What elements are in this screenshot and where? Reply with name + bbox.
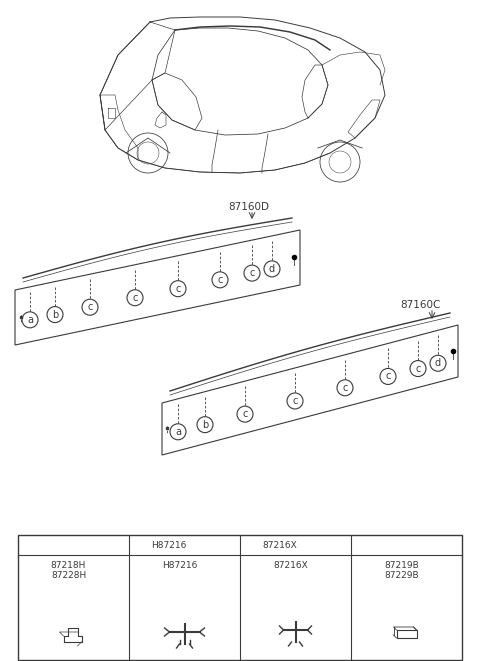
Circle shape [430, 355, 446, 371]
Polygon shape [162, 325, 458, 455]
Text: 87160D: 87160D [228, 202, 269, 212]
Circle shape [212, 272, 228, 288]
Text: a: a [27, 315, 33, 325]
Circle shape [127, 290, 143, 306]
Circle shape [380, 368, 396, 385]
Circle shape [410, 360, 426, 377]
Circle shape [243, 537, 259, 553]
Text: a: a [175, 427, 181, 437]
Text: c: c [132, 293, 138, 303]
Text: c: c [385, 371, 391, 381]
Text: c: c [242, 409, 248, 419]
Text: 87228H: 87228H [51, 570, 86, 580]
Text: 87219B: 87219B [384, 561, 419, 570]
Circle shape [197, 416, 213, 433]
Circle shape [170, 424, 186, 440]
Circle shape [264, 261, 280, 277]
Circle shape [337, 380, 353, 396]
Text: a: a [26, 540, 32, 550]
Circle shape [287, 393, 303, 409]
Text: c: c [249, 268, 255, 278]
Text: b: b [202, 420, 208, 430]
Circle shape [22, 312, 38, 328]
Text: d: d [359, 540, 365, 550]
Circle shape [244, 265, 260, 281]
Circle shape [47, 307, 63, 323]
Circle shape [170, 281, 186, 297]
Text: b: b [137, 540, 143, 550]
Text: c: c [175, 284, 180, 293]
Circle shape [132, 537, 147, 553]
Text: c: c [342, 383, 348, 393]
Text: H87216: H87216 [151, 541, 186, 549]
Circle shape [237, 406, 253, 422]
Bar [396, 630, 417, 638]
Text: 87229B: 87229B [384, 570, 419, 580]
Text: c: c [415, 364, 420, 373]
Polygon shape [15, 230, 300, 345]
Text: d: d [435, 358, 441, 368]
Text: H87216: H87216 [162, 561, 197, 570]
Circle shape [355, 537, 370, 553]
Text: d: d [269, 264, 275, 274]
Circle shape [82, 299, 98, 315]
Circle shape [22, 537, 36, 553]
Text: 87216X: 87216X [262, 541, 297, 549]
Text: 87216X: 87216X [273, 561, 308, 570]
Text: c: c [292, 396, 298, 406]
Text: c: c [87, 302, 93, 312]
Text: b: b [52, 309, 58, 319]
Text: 87218H: 87218H [51, 561, 86, 570]
Text: c: c [248, 540, 254, 550]
Text: 87160C: 87160C [400, 300, 440, 310]
Bar [18, 535, 462, 660]
Text: c: c [217, 275, 223, 285]
